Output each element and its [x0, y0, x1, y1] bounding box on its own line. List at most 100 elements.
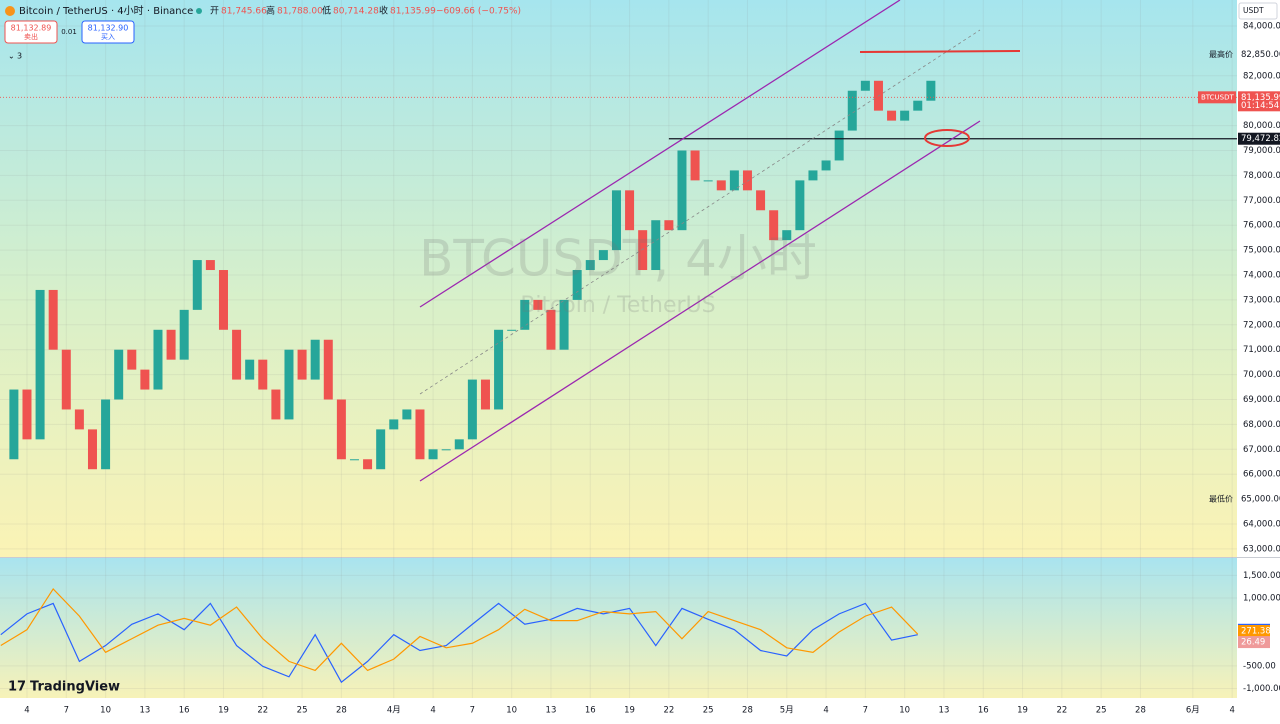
x-tick-label: 19 [1017, 706, 1028, 716]
y-tick-label: 76,000.00 [1243, 221, 1280, 231]
candle-body [428, 449, 438, 460]
candle-body [61, 349, 71, 410]
candle-body [310, 339, 320, 380]
candle-body [153, 329, 163, 390]
candle-body [834, 130, 844, 161]
current-name: BTCUSDT [1201, 93, 1235, 101]
x-tick-label: 10 [506, 706, 517, 716]
candle-body [258, 359, 268, 390]
candle-body [913, 100, 923, 111]
candle-body [716, 180, 726, 191]
candle-body [22, 389, 32, 440]
candle-body [179, 309, 189, 360]
x-tick-label: 10 [100, 706, 111, 716]
candle-body [140, 369, 150, 390]
y-tick-label: 66,000.00 [1243, 470, 1280, 480]
x-tick-label: 7 [64, 706, 69, 716]
candle-body [454, 439, 464, 450]
candle-body [9, 389, 19, 460]
candle-body [559, 299, 569, 350]
x-tick-label: 28 [336, 706, 347, 716]
high: 81,788.00 [277, 7, 323, 17]
candle-body [664, 220, 674, 231]
y-tick-label: 70,000.00 [1243, 370, 1280, 380]
candle-body [245, 359, 255, 380]
y-tick-label: 72,000.00 [1243, 320, 1280, 330]
y-tick-label: 74,000.00 [1243, 271, 1280, 281]
candle-body [192, 260, 202, 310]
candle-body [572, 270, 582, 300]
sell-price: 81,132.89 [11, 24, 52, 33]
x-tick-label: 4 [1229, 706, 1234, 716]
candle-body [74, 409, 84, 430]
candle-body [323, 339, 333, 400]
candle-body [402, 409, 412, 420]
close: 81,135.99 [390, 7, 436, 17]
buy-price: 81,132.90 [88, 24, 129, 33]
current-price-box [1238, 91, 1280, 112]
y-tick-label: 69,000.00 [1243, 395, 1280, 405]
currency-button[interactable] [1238, 2, 1278, 20]
x-tick-label: 28 [1135, 706, 1146, 716]
status-dot [196, 8, 202, 14]
candle-body [494, 329, 504, 410]
macd-value-box [1238, 636, 1270, 649]
indicator-count[interactable]: 3 [17, 52, 22, 61]
high-label: 高 [266, 5, 275, 17]
x-tick-label: 13 [939, 706, 950, 716]
x-tick-label: 22 [257, 706, 268, 716]
candle-body [101, 399, 111, 470]
candle-body [533, 299, 543, 310]
sell-button[interactable] [4, 20, 58, 44]
candle-body [821, 160, 831, 171]
symbol[interactable]: Bitcoin / TetherUS · 4小时 · Binance [19, 5, 193, 17]
macd-tick-label: -500.00 [1243, 661, 1276, 671]
macd-value-label: 26.49 [1241, 638, 1265, 648]
x-tick-label: 4 [823, 706, 828, 716]
y-tick-label: 71,000.00 [1243, 345, 1280, 355]
collapse-arrow[interactable]: ⌄ [8, 52, 15, 61]
candle-body [703, 180, 713, 182]
y-tick-label: 68,000.00 [1243, 420, 1280, 430]
candle-body [546, 309, 556, 350]
x-tick-label: 19 [624, 706, 635, 716]
candle-body [677, 150, 687, 231]
macd-line [0, 587, 919, 672]
candle-body [205, 260, 215, 271]
low-label: 低 [322, 5, 331, 17]
x-tick-label: 13 [546, 706, 557, 716]
open-label: 开 [210, 6, 219, 17]
candle-body [467, 379, 477, 440]
low-marker-label: 最低价 [1209, 494, 1233, 504]
candle-body [389, 419, 399, 430]
channel-lower [419, 120, 981, 482]
logo[interactable]: TradingView [30, 680, 120, 695]
candle-body [520, 299, 530, 330]
candle-body [769, 210, 779, 241]
candle-body [585, 260, 595, 271]
candle-body [284, 349, 294, 420]
candle-body [336, 399, 346, 460]
x-tick-label: 16 [179, 706, 190, 716]
y-tick-label: 80,000.00 [1243, 121, 1280, 131]
candle-body [376, 429, 386, 470]
candle-body [782, 230, 792, 241]
y-tick-label: 84,000.00 [1243, 21, 1280, 31]
candle-body [232, 329, 242, 380]
candle-body [415, 409, 425, 460]
candle-body [507, 329, 517, 331]
x-tick-label: 4 [24, 706, 29, 716]
coin-icon [5, 6, 15, 16]
candle-body [363, 459, 373, 470]
buy-button[interactable] [81, 20, 135, 44]
macd-tick-label: 1,000.00 [1243, 594, 1280, 604]
candle-body [349, 459, 359, 461]
y-tick-label: 75,000.00 [1243, 246, 1280, 256]
candle-body [625, 190, 635, 231]
change: −609.66 (−0.75%) [436, 7, 521, 17]
high-marker-value: 82,850.00 [1241, 50, 1280, 60]
x-tick-label: 4月 [387, 706, 401, 716]
highlight-ellipse [924, 129, 970, 147]
buy-label: 买入 [101, 33, 115, 41]
time-axis [0, 698, 1280, 720]
